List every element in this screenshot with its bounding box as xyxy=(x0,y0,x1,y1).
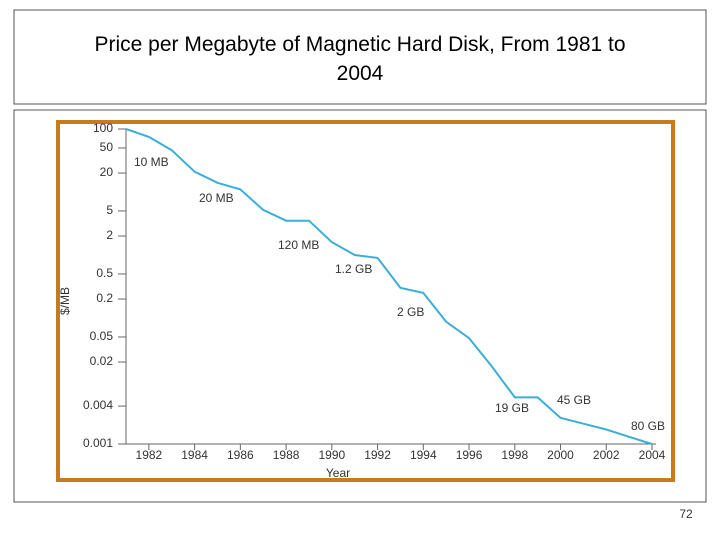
x-tick-label: 1990 xyxy=(318,448,345,462)
chart-box xyxy=(13,109,707,503)
annotation: 19 GB xyxy=(495,401,529,415)
annotation: 120 MB xyxy=(278,238,319,252)
y-tick-label: 0.2 xyxy=(96,291,113,305)
x-tick-label: 1998 xyxy=(501,448,528,462)
annotation: 10 MB xyxy=(134,155,169,169)
title-box xyxy=(13,9,707,105)
annotation: 1.2 GB xyxy=(335,262,372,276)
annotation: 20 MB xyxy=(199,191,234,205)
x-tick-label: 2004 xyxy=(639,448,666,462)
y-axis-label: $/MB xyxy=(58,287,72,315)
page-number: 72 xyxy=(679,507,693,521)
x-axis-label: Year xyxy=(326,466,350,480)
y-tick-label: 0.001 xyxy=(83,436,113,450)
x-tick-label: 2002 xyxy=(593,448,620,462)
annotation: 80 GB xyxy=(631,419,665,433)
annotation: 45 GB xyxy=(557,393,591,407)
chart-title: Price per Megabyte of Magnetic Hard Disk… xyxy=(94,33,625,85)
y-tick-label: 0.004 xyxy=(83,398,113,412)
y-tick-label: 100 xyxy=(93,121,113,135)
x-tick-label: 1982 xyxy=(136,448,163,462)
x-tick-label: 1988 xyxy=(273,448,300,462)
x-tick-label: 1984 xyxy=(181,448,208,462)
price-line xyxy=(125,128,653,445)
x-tick-label: 1994 xyxy=(410,448,437,462)
y-tick-label: 0.05 xyxy=(90,329,114,343)
chart-frame xyxy=(56,120,675,482)
x-tick-label: 1986 xyxy=(227,448,254,462)
x-tick-label: 1996 xyxy=(456,448,483,462)
y-tick-label: 50 xyxy=(100,140,114,154)
x-tick-label: 2000 xyxy=(547,448,574,462)
y-tick-label: 0.02 xyxy=(90,354,114,368)
x-tick-label: 1992 xyxy=(364,448,391,462)
y-tick-label: 2 xyxy=(106,228,113,242)
y-tick-label: 5 xyxy=(106,203,113,217)
annotation: 2 GB xyxy=(397,305,424,319)
y-tick-label: 20 xyxy=(100,165,114,179)
y-tick-label: 0.5 xyxy=(96,266,113,280)
